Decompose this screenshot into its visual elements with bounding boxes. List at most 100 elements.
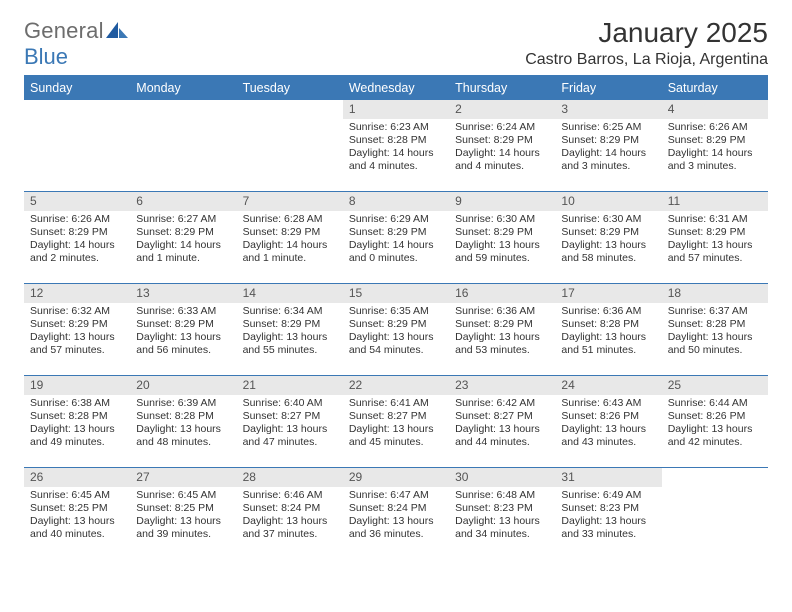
sunset-text: Sunset: 8:26 PM	[668, 410, 762, 423]
day-number: 9	[449, 192, 555, 211]
calendar-page: General January 2025 Castro Barros, La R…	[0, 0, 792, 612]
sunset-text: Sunset: 8:29 PM	[349, 318, 443, 331]
calendar-day-cell: 7Sunrise: 6:28 AMSunset: 8:29 PMDaylight…	[237, 191, 343, 283]
title-block: January 2025 Castro Barros, La Rioja, Ar…	[525, 18, 768, 69]
day-number: 28	[237, 468, 343, 487]
daylight-text: Daylight: 13 hours and 34 minutes.	[455, 515, 549, 541]
daylight-text: Daylight: 13 hours and 49 minutes.	[30, 423, 124, 449]
calendar-day-cell	[237, 99, 343, 191]
sunset-text: Sunset: 8:27 PM	[243, 410, 337, 423]
sunrise-text: Sunrise: 6:49 AM	[561, 489, 655, 502]
brand-word-2: Blue	[24, 44, 68, 70]
sunset-text: Sunset: 8:29 PM	[136, 318, 230, 331]
day-details: Sunrise: 6:45 AMSunset: 8:25 PMDaylight:…	[130, 487, 236, 544]
day-details: Sunrise: 6:32 AMSunset: 8:29 PMDaylight:…	[24, 303, 130, 360]
daylight-text: Daylight: 14 hours and 3 minutes.	[561, 147, 655, 173]
day-number: 5	[24, 192, 130, 211]
daylight-text: Daylight: 13 hours and 56 minutes.	[136, 331, 230, 357]
calendar-day-cell: 17Sunrise: 6:36 AMSunset: 8:28 PMDayligh…	[555, 283, 661, 375]
calendar-grid: Sunday Monday Tuesday Wednesday Thursday…	[24, 75, 768, 559]
day-details: Sunrise: 6:29 AMSunset: 8:29 PMDaylight:…	[343, 211, 449, 268]
calendar-day-cell: 20Sunrise: 6:39 AMSunset: 8:28 PMDayligh…	[130, 375, 236, 467]
sunset-text: Sunset: 8:27 PM	[349, 410, 443, 423]
day-details: Sunrise: 6:31 AMSunset: 8:29 PMDaylight:…	[662, 211, 768, 268]
calendar-body: 1Sunrise: 6:23 AMSunset: 8:28 PMDaylight…	[24, 99, 768, 559]
sunrise-text: Sunrise: 6:46 AM	[243, 489, 337, 502]
day-number: 31	[555, 468, 661, 487]
day-details: Sunrise: 6:44 AMSunset: 8:26 PMDaylight:…	[662, 395, 768, 452]
sunrise-text: Sunrise: 6:30 AM	[561, 213, 655, 226]
day-details: Sunrise: 6:33 AMSunset: 8:29 PMDaylight:…	[130, 303, 236, 360]
sunrise-text: Sunrise: 6:26 AM	[668, 121, 762, 134]
day-number: 4	[662, 100, 768, 119]
day-details: Sunrise: 6:36 AMSunset: 8:28 PMDaylight:…	[555, 303, 661, 360]
daylight-text: Daylight: 14 hours and 1 minute.	[243, 239, 337, 265]
day-number: 23	[449, 376, 555, 395]
daylight-text: Daylight: 13 hours and 48 minutes.	[136, 423, 230, 449]
calendar-week-row: 19Sunrise: 6:38 AMSunset: 8:28 PMDayligh…	[24, 375, 768, 467]
day-details: Sunrise: 6:37 AMSunset: 8:28 PMDaylight:…	[662, 303, 768, 360]
sunset-text: Sunset: 8:23 PM	[561, 502, 655, 515]
location-text: Castro Barros, La Rioja, Argentina	[525, 51, 768, 69]
daylight-text: Daylight: 13 hours and 57 minutes.	[30, 331, 124, 357]
calendar-day-cell	[130, 99, 236, 191]
day-number: 10	[555, 192, 661, 211]
day-details: Sunrise: 6:46 AMSunset: 8:24 PMDaylight:…	[237, 487, 343, 544]
day-number: 6	[130, 192, 236, 211]
calendar-day-cell: 8Sunrise: 6:29 AMSunset: 8:29 PMDaylight…	[343, 191, 449, 283]
sunset-text: Sunset: 8:28 PM	[561, 318, 655, 331]
day-details: Sunrise: 6:30 AMSunset: 8:29 PMDaylight:…	[555, 211, 661, 268]
day-number: 15	[343, 284, 449, 303]
sunset-text: Sunset: 8:25 PM	[30, 502, 124, 515]
calendar-day-cell: 5Sunrise: 6:26 AMSunset: 8:29 PMDaylight…	[24, 191, 130, 283]
sunrise-text: Sunrise: 6:33 AM	[136, 305, 230, 318]
sunrise-text: Sunrise: 6:37 AM	[668, 305, 762, 318]
sunrise-text: Sunrise: 6:48 AM	[455, 489, 549, 502]
day-number: 18	[662, 284, 768, 303]
daylight-text: Daylight: 14 hours and 4 minutes.	[455, 147, 549, 173]
calendar-day-cell: 27Sunrise: 6:45 AMSunset: 8:25 PMDayligh…	[130, 467, 236, 559]
day-number: 26	[24, 468, 130, 487]
daylight-text: Daylight: 13 hours and 40 minutes.	[30, 515, 124, 541]
calendar-day-cell: 22Sunrise: 6:41 AMSunset: 8:27 PMDayligh…	[343, 375, 449, 467]
sunrise-text: Sunrise: 6:24 AM	[455, 121, 549, 134]
calendar-day-cell: 13Sunrise: 6:33 AMSunset: 8:29 PMDayligh…	[130, 283, 236, 375]
day-details: Sunrise: 6:40 AMSunset: 8:27 PMDaylight:…	[237, 395, 343, 452]
sunrise-text: Sunrise: 6:47 AM	[349, 489, 443, 502]
daylight-text: Daylight: 13 hours and 50 minutes.	[668, 331, 762, 357]
sunset-text: Sunset: 8:27 PM	[455, 410, 549, 423]
sunset-text: Sunset: 8:29 PM	[243, 226, 337, 239]
calendar-day-cell: 21Sunrise: 6:40 AMSunset: 8:27 PMDayligh…	[237, 375, 343, 467]
sunset-text: Sunset: 8:28 PM	[30, 410, 124, 423]
calendar-week-row: 5Sunrise: 6:26 AMSunset: 8:29 PMDaylight…	[24, 191, 768, 283]
day-details: Sunrise: 6:27 AMSunset: 8:29 PMDaylight:…	[130, 211, 236, 268]
sunset-text: Sunset: 8:23 PM	[455, 502, 549, 515]
sunrise-text: Sunrise: 6:42 AM	[455, 397, 549, 410]
calendar-day-cell: 15Sunrise: 6:35 AMSunset: 8:29 PMDayligh…	[343, 283, 449, 375]
sunrise-text: Sunrise: 6:34 AM	[243, 305, 337, 318]
day-number: 17	[555, 284, 661, 303]
calendar-day-cell: 23Sunrise: 6:42 AMSunset: 8:27 PMDayligh…	[449, 375, 555, 467]
daylight-text: Daylight: 13 hours and 45 minutes.	[349, 423, 443, 449]
sunset-text: Sunset: 8:28 PM	[349, 134, 443, 147]
sunset-text: Sunset: 8:29 PM	[243, 318, 337, 331]
brand-logo: General	[24, 18, 128, 44]
day-number: 24	[555, 376, 661, 395]
day-number: 27	[130, 468, 236, 487]
sunset-text: Sunset: 8:24 PM	[349, 502, 443, 515]
day-details: Sunrise: 6:26 AMSunset: 8:29 PMDaylight:…	[662, 119, 768, 176]
sunrise-text: Sunrise: 6:36 AM	[455, 305, 549, 318]
calendar-day-cell: 25Sunrise: 6:44 AMSunset: 8:26 PMDayligh…	[662, 375, 768, 467]
day-number: 1	[343, 100, 449, 119]
day-number: 21	[237, 376, 343, 395]
calendar-day-cell: 10Sunrise: 6:30 AMSunset: 8:29 PMDayligh…	[555, 191, 661, 283]
daylight-text: Daylight: 13 hours and 54 minutes.	[349, 331, 443, 357]
sunrise-text: Sunrise: 6:45 AM	[136, 489, 230, 502]
month-title: January 2025	[525, 18, 768, 49]
day-details: Sunrise: 6:28 AMSunset: 8:29 PMDaylight:…	[237, 211, 343, 268]
day-details: Sunrise: 6:45 AMSunset: 8:25 PMDaylight:…	[24, 487, 130, 544]
sunrise-text: Sunrise: 6:45 AM	[30, 489, 124, 502]
daylight-text: Daylight: 14 hours and 3 minutes.	[668, 147, 762, 173]
calendar-day-cell: 11Sunrise: 6:31 AMSunset: 8:29 PMDayligh…	[662, 191, 768, 283]
sunset-text: Sunset: 8:29 PM	[136, 226, 230, 239]
